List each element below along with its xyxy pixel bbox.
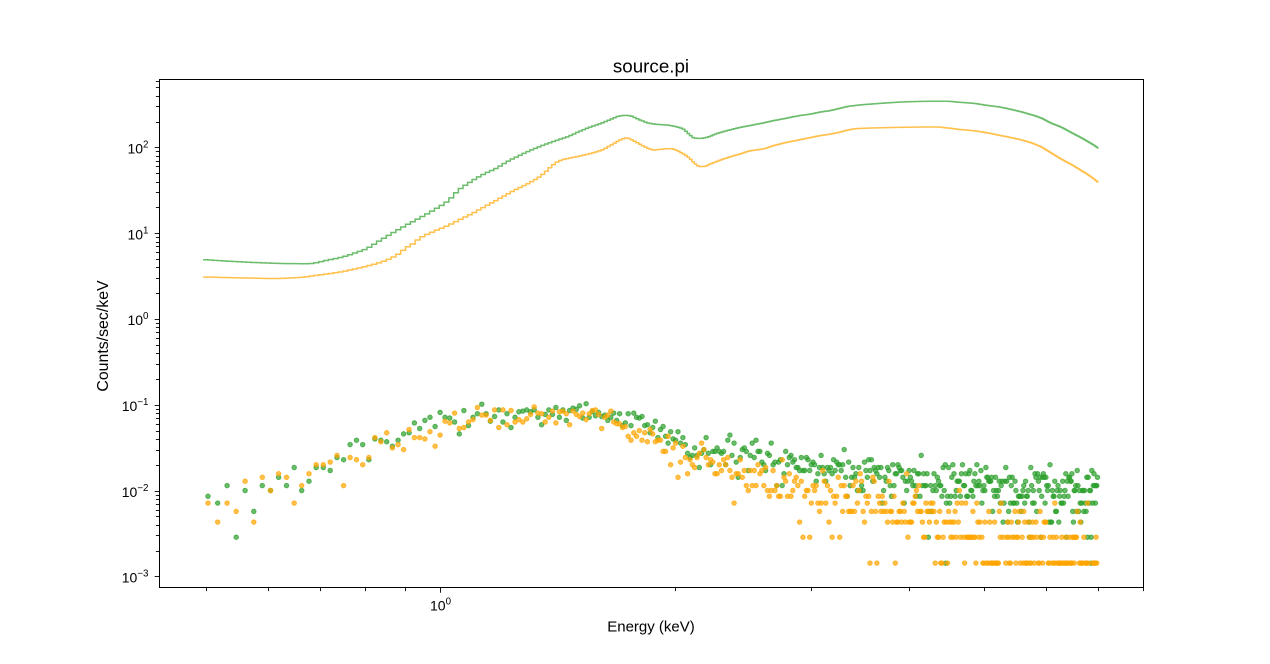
- svg-text:Energy (keV): Energy (keV): [607, 619, 695, 636]
- svg-text:Counts/sec/keV: Counts/sec/keV: [95, 280, 112, 392]
- svg-text:source.pi: source.pi: [613, 56, 689, 77]
